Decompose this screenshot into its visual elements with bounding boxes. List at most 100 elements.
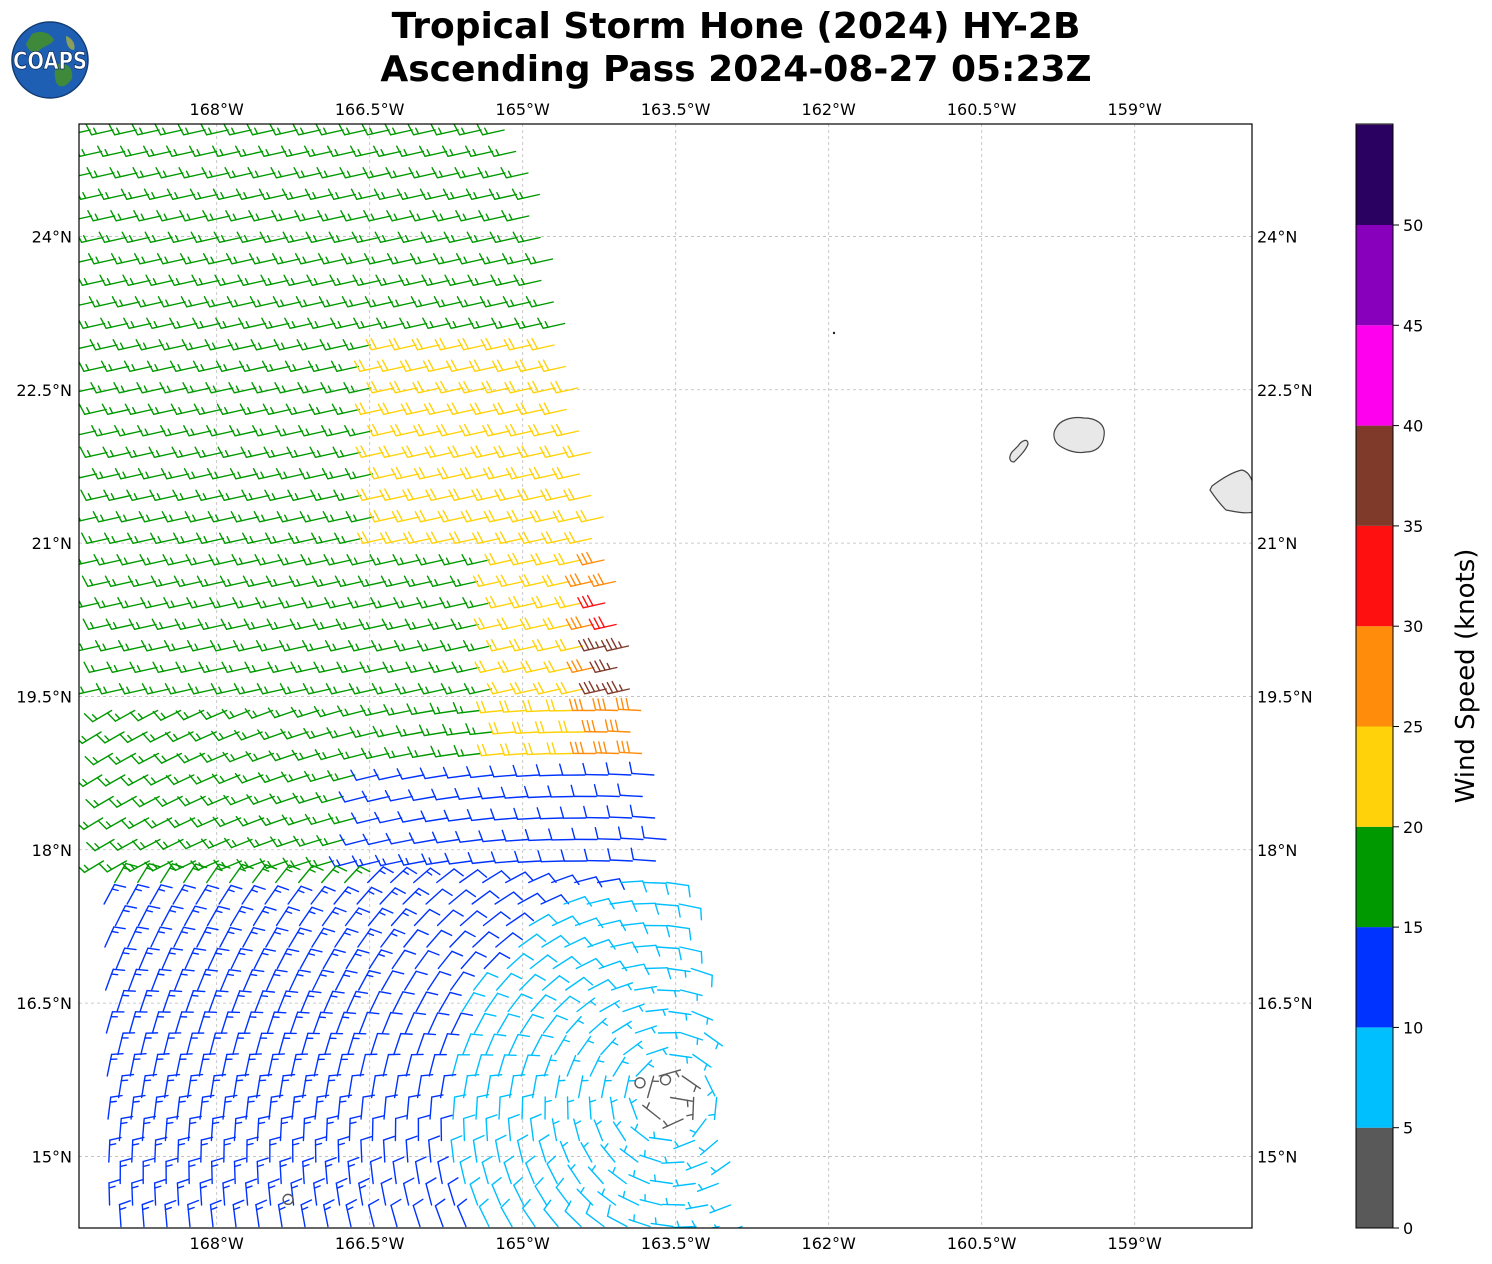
wind-barb bbox=[181, 339, 210, 351]
wind-barb bbox=[204, 339, 233, 351]
wind-barb-feather bbox=[366, 382, 374, 394]
wind-barb-staff bbox=[281, 516, 305, 523]
wind-barb-half-feather bbox=[277, 839, 283, 846]
wind-barb-feather bbox=[320, 382, 328, 394]
wind-barb-feather bbox=[488, 145, 495, 157]
wind-barb bbox=[247, 167, 276, 179]
wind-barb bbox=[587, 573, 616, 587]
wind-barb bbox=[407, 124, 436, 136]
wind-barb-feather bbox=[382, 661, 390, 673]
wind-barb-feather bbox=[380, 1177, 393, 1185]
wind-barb-staff bbox=[126, 193, 149, 200]
wind-barb-feather bbox=[307, 317, 314, 329]
wind-barb-half-feather bbox=[301, 1206, 309, 1211]
wind-barb-feather bbox=[88, 296, 96, 308]
wind-barb-half-feather bbox=[574, 1120, 582, 1125]
wind-barb bbox=[429, 702, 458, 715]
wind-barb-staff bbox=[79, 344, 95, 350]
wind-barb bbox=[214, 274, 243, 286]
wind-barb-staff bbox=[200, 1139, 203, 1163]
wind-barb-feather bbox=[643, 963, 650, 976]
wind-barb bbox=[588, 1096, 597, 1120]
wind-barb-staff bbox=[426, 970, 441, 991]
wind-barb-half-feather bbox=[300, 795, 305, 803]
wind-barb-staff bbox=[219, 969, 230, 991]
wind-barb-half-feather bbox=[212, 1079, 221, 1082]
wind-barb-half-feather bbox=[171, 643, 176, 651]
wind-barb bbox=[361, 124, 390, 136]
wind-barb bbox=[615, 697, 642, 712]
wind-barb-feather bbox=[189, 817, 199, 828]
lon-tick-label-bottom: 159°W bbox=[1108, 1234, 1163, 1253]
wind-barb-feather bbox=[224, 167, 232, 179]
wind-barb-half-feather bbox=[195, 686, 200, 694]
wind-barb-half-feather bbox=[90, 664, 95, 672]
wind-barb-feather bbox=[188, 731, 197, 742]
wind-barb-staff bbox=[268, 1096, 273, 1120]
wind-barb-feather bbox=[156, 253, 164, 265]
wind-barb-staff bbox=[255, 1204, 260, 1228]
wind-barb bbox=[269, 124, 298, 136]
wind-barb bbox=[411, 337, 440, 351]
wind-barb-half-feather bbox=[82, 234, 88, 242]
wind-barb bbox=[308, 403, 337, 415]
wind-barb-feather bbox=[222, 1178, 235, 1184]
wind-barb-half-feather bbox=[344, 708, 349, 716]
wind-barb-half-feather bbox=[243, 818, 249, 825]
wind-barb-staff bbox=[301, 301, 324, 308]
wind-barb-staff bbox=[298, 864, 314, 884]
wind-barb-feather bbox=[63, 125, 68, 135]
wind-barb-feather bbox=[265, 575, 273, 587]
wind-barb-feather bbox=[301, 640, 309, 652]
wind-barb-feather bbox=[131, 797, 141, 808]
wind-barb-half-feather bbox=[239, 600, 244, 608]
map-frame bbox=[78, 123, 1253, 1229]
wind-barb-half-feather bbox=[300, 127, 305, 135]
chart-title-line-2: Ascending Pass 2024-08-27 05:23Z bbox=[380, 49, 1092, 90]
wind-barb-feather bbox=[571, 915, 581, 926]
wind-barb-feather bbox=[338, 124, 346, 136]
wind-barb-feather bbox=[183, 468, 191, 480]
wind-barb-staff bbox=[221, 365, 245, 372]
wind-barb-staff bbox=[199, 1096, 204, 1120]
wind-barb-staff bbox=[434, 752, 459, 758]
wind-barb bbox=[541, 934, 570, 948]
wind-barb-feather bbox=[104, 532, 111, 544]
wind-barb bbox=[386, 210, 415, 222]
wind-barb bbox=[462, 1114, 476, 1142]
wind-barb-half-feather bbox=[178, 406, 183, 414]
wind-barb-feather bbox=[566, 661, 574, 673]
wind-barb bbox=[261, 360, 291, 372]
wind-barb-half-feather bbox=[552, 1120, 560, 1125]
wind-barb-staff bbox=[236, 559, 260, 566]
wind-barb-half-feather bbox=[382, 277, 387, 285]
wind-barb-staff bbox=[198, 1053, 205, 1077]
wind-barb-half-feather bbox=[328, 428, 333, 436]
colorbar-band bbox=[1356, 626, 1393, 727]
wind-barb-feather bbox=[251, 969, 265, 973]
wind-barb-feather bbox=[210, 1157, 224, 1163]
wind-barb-staff bbox=[201, 537, 225, 544]
wind-barb bbox=[598, 960, 628, 972]
wind-barb-feather bbox=[691, 1220, 697, 1228]
wind-barb-staff bbox=[404, 322, 428, 329]
wind-barb bbox=[438, 554, 467, 566]
wind-barb-staff bbox=[542, 322, 566, 329]
wind-barb bbox=[284, 360, 314, 372]
wind-barb bbox=[444, 274, 473, 286]
colorbar-band bbox=[1356, 525, 1393, 627]
wind-barb bbox=[370, 1073, 388, 1099]
wind-barb-half-feather bbox=[320, 664, 325, 672]
wind-barb-feather bbox=[555, 1014, 568, 1021]
wind-barb-feather bbox=[255, 597, 262, 609]
wind-barb-half-feather bbox=[249, 535, 254, 543]
wind-barb-feather bbox=[252, 927, 266, 932]
wind-barb-feather bbox=[324, 1156, 337, 1163]
wind-barb-feather bbox=[558, 552, 566, 565]
wind-barb-staff bbox=[631, 772, 655, 776]
wind-barb-feather bbox=[495, 575, 503, 587]
wind-barb-feather bbox=[178, 1094, 192, 1098]
wind-barb bbox=[474, 1054, 494, 1077]
wind-barb-staff bbox=[277, 990, 287, 1013]
wind-barb-half-feather bbox=[166, 385, 171, 393]
